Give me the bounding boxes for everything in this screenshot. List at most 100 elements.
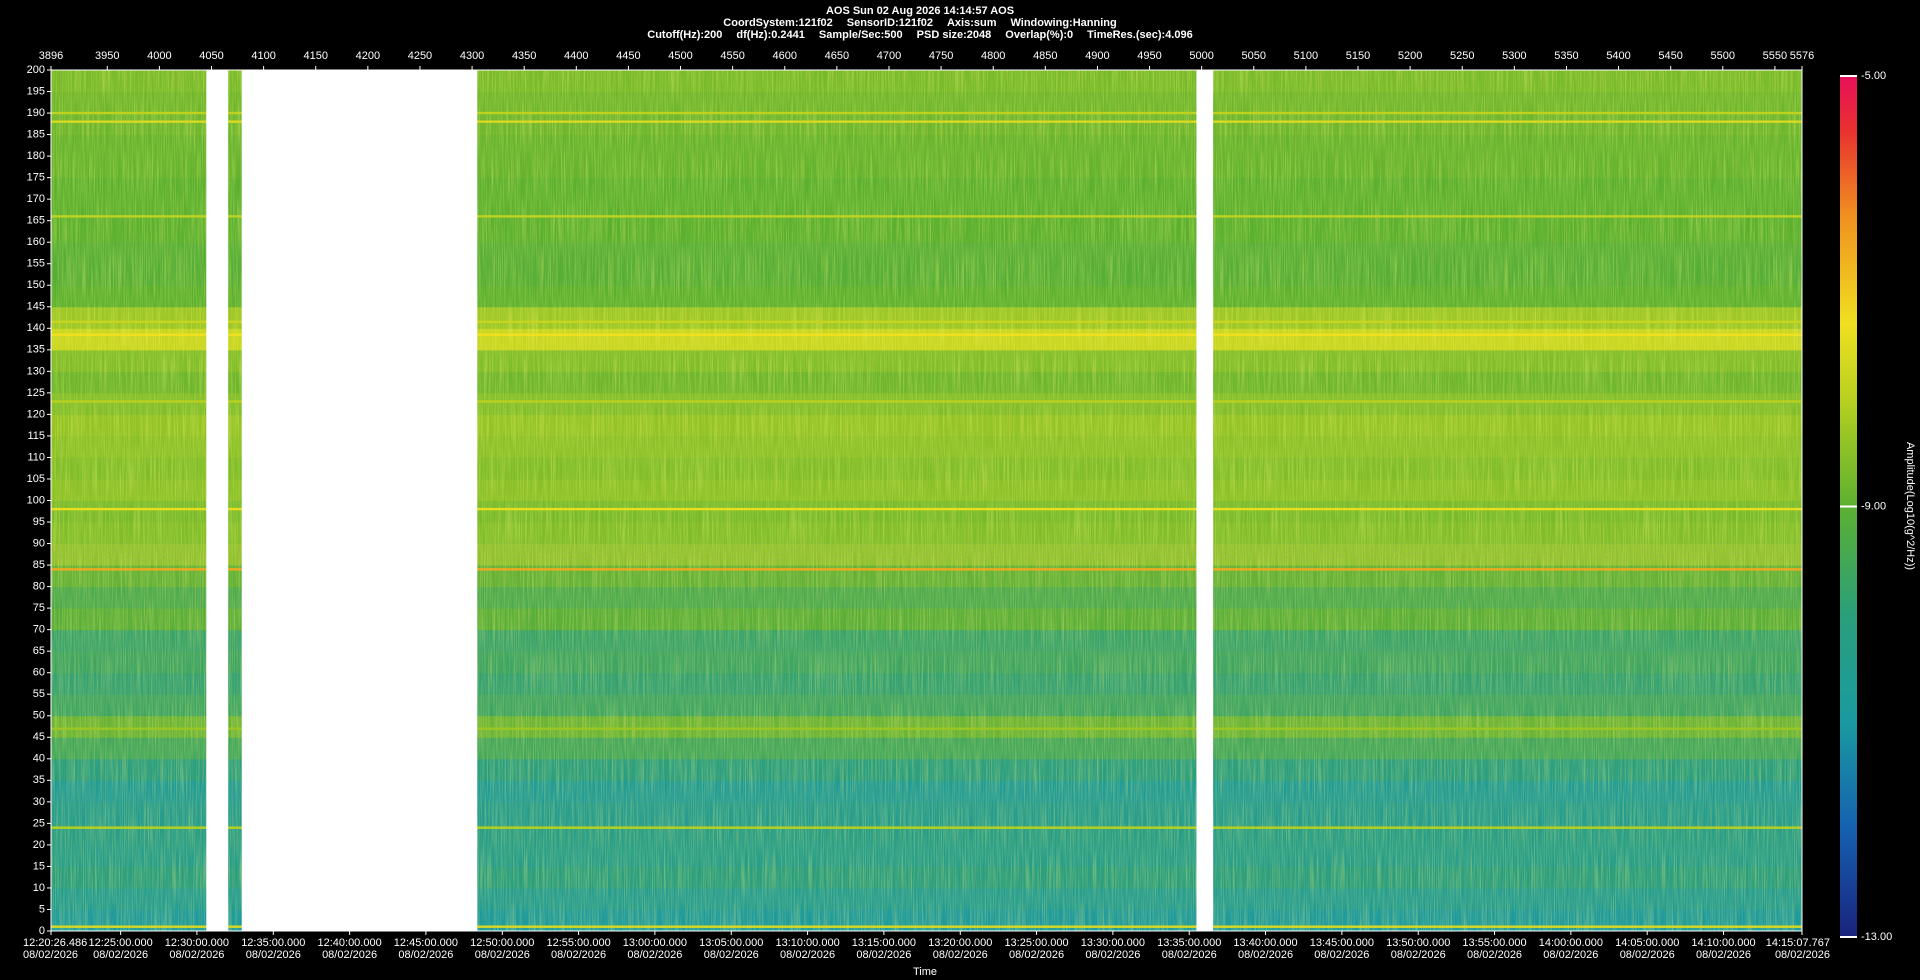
time-tick-label: 13:00:00.000 [623,937,687,949]
y-tick-label: 5 [39,903,45,915]
x-tick-label: 4550 [720,50,744,62]
y-tick-label: 85 [33,559,45,571]
info-item: Sample/Sec:500 [819,29,903,41]
y-tick-label: 60 [33,667,45,679]
x-tick-label: 4450 [616,50,640,62]
x-tick-label: 5200 [1398,50,1422,62]
colorbar-label: Amplitude(Log10(g^2/Hz)) [1904,442,1916,570]
chart-title: AOS Sun 02 Aug 2026 14:14:57 AOS [826,5,1014,17]
spectral-line [51,507,1802,511]
spectral-line [51,925,1802,928]
time-tick-date: 08/02/2026 [780,949,835,961]
time-tick-date: 08/02/2026 [1696,949,1751,961]
time-tick-label: 13:10:00.000 [775,937,839,949]
time-tick-date: 08/02/2026 [475,949,530,961]
spectral-line [51,120,1802,123]
time-tick-label: 13:15:00.000 [852,937,916,949]
x-tick-label: 4800 [981,50,1005,62]
x-tick-label: 5576 [1790,50,1814,62]
x-tick-label: 4700 [877,50,901,62]
time-tick-date: 08/02/2026 [1009,949,1064,961]
y-tick-label: 180 [27,150,45,162]
y-tick-label: 195 [27,85,45,97]
info-item: Windowing:Hanning [1010,17,1116,29]
x-tick-label: 5300 [1502,50,1526,62]
y-tick-label: 185 [27,128,45,140]
time-tick-label: 12:50:00.000 [470,937,534,949]
y-tick-label: 145 [27,301,45,313]
x-tick-label: 3950 [95,50,119,62]
x-tick-label: 5000 [1189,50,1213,62]
data-gap [206,70,229,931]
y-tick-label: 140 [27,322,45,334]
time-tick-date: 08/02/2026 [1085,949,1140,961]
time-tick-label: 12:30:00.000 [165,937,229,949]
time-tick-label: 13:30:00.000 [1081,937,1145,949]
time-tick-label: 14:10:00.000 [1691,937,1755,949]
x-tick-label: 5550 [1763,50,1787,62]
time-tick-date: 08/02/2026 [1314,949,1369,961]
info-line: CoordSystem:121f02 SensorID:121f02 Axis:su… [723,17,1116,29]
time-tick-date: 08/02/2026 [1162,949,1217,961]
y-tick-label: 115 [27,430,45,442]
x-tick-label: 4950 [1137,50,1161,62]
y-tick-label: 170 [27,193,45,205]
y-tick-label: 15 [33,860,45,872]
y-tick-label: 30 [33,796,45,808]
x-tick-label: 4350 [512,50,536,62]
y-tick-label: 40 [33,753,45,765]
time-tick-date: 08/02/2026 [856,949,911,961]
time-tick-date: 08/02/2026 [398,949,453,961]
info-item: df(Hz):0.2441 [736,29,804,41]
colorbar-tick-label: -5.00 [1861,70,1886,82]
y-tick-label: 80 [33,581,45,593]
x-tick-label: 4750 [929,50,953,62]
spectral-line [51,111,1802,115]
y-tick-label: 70 [33,624,45,636]
y-tick-label: 10 [33,882,45,894]
time-tick-label: 13:20:00.000 [928,937,992,949]
x-tick-label: 4900 [1085,50,1109,62]
spectral-line [51,400,1802,403]
x-tick-label: 4250 [408,50,432,62]
spectral-line [51,727,1802,730]
spectral-line [51,215,1802,218]
spectral-line [51,826,1802,829]
time-tick-label: 13:25:00.000 [1004,937,1068,949]
x-tick-label: 5150 [1346,50,1370,62]
time-tick-label: 12:25:00.000 [89,937,153,949]
time-tick-date: 08/02/2026 [169,949,224,961]
x-tick-label: 4400 [564,50,588,62]
x-tick-label: 4850 [1033,50,1057,62]
info-item: TimeRes.(sec):4.096 [1087,29,1193,41]
y-tick-label: 175 [27,172,45,184]
x-tick-label: 4100 [251,50,275,62]
data-gap [1196,70,1214,931]
time-tick-date: 08/02/2026 [23,949,78,961]
y-tick-label: 190 [27,107,45,119]
y-tick-label: 120 [27,408,45,420]
y-tick-label: 150 [27,279,45,291]
time-tick-label: 13:45:00.000 [1310,937,1374,949]
x-tick-label: 5250 [1450,50,1474,62]
y-tick-label: 135 [27,344,45,356]
y-tick-label: 50 [33,710,45,722]
info-item: Overlap(%):0 [1005,29,1073,41]
x-tick-label: 5350 [1554,50,1578,62]
time-tick-date: 08/02/2026 [322,949,377,961]
time-tick-label: 13:55:00.000 [1462,937,1526,949]
y-tick-label: 125 [27,387,45,399]
time-tick-date: 08/02/2026 [1238,949,1293,961]
colorbar-tick-label: -13.00 [1861,931,1892,943]
time-tick-label: 12:35:00.000 [241,937,305,949]
x-tick-label: 5500 [1711,50,1735,62]
x-tick-label: 4500 [668,50,692,62]
time-tick-label: 12:55:00.000 [546,937,610,949]
info-item: Axis:sum [947,17,997,29]
time-tick-date: 08/02/2026 [704,949,759,961]
y-tick-label: 25 [33,817,45,829]
time-tick-date: 08/02/2026 [551,949,606,961]
time-tick-date: 08/02/2026 [1620,949,1675,961]
y-tick-label: 65 [33,645,45,657]
